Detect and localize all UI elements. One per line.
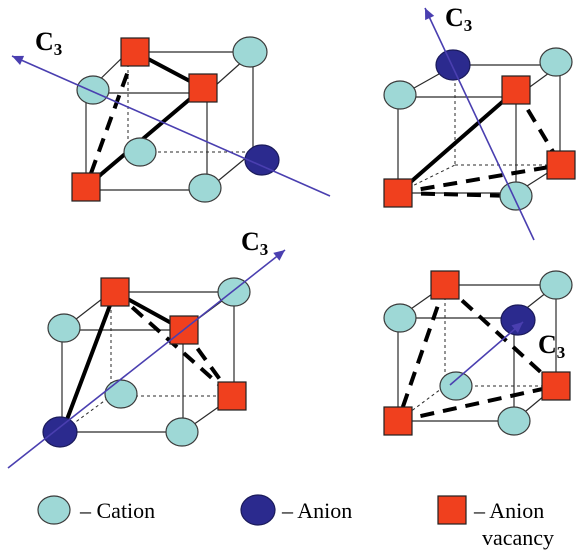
anion-vacancy-site xyxy=(71,172,101,202)
legend-cation-label: – Cation xyxy=(79,498,155,523)
c3-axis-label: C3 xyxy=(241,227,268,259)
cube-panel-3: C3 xyxy=(7,227,286,469)
vacancy-dashed-bond xyxy=(443,283,558,388)
vacancy-solid-bond xyxy=(61,290,117,432)
cube-panel-4: C3 xyxy=(383,270,573,436)
legend-vacancy-label-2: vacancy xyxy=(482,525,554,550)
anion-vacancy-site xyxy=(383,178,413,208)
c3-axis-arrowhead xyxy=(511,322,523,333)
cube-panel-2: C3 xyxy=(383,3,576,241)
vacancy-dashed-bond xyxy=(396,284,447,422)
c3-axis-line xyxy=(7,249,286,469)
anion-vacancy-site xyxy=(546,150,576,180)
vacancy-dashed-bond xyxy=(397,163,562,195)
cube-hidden-edge xyxy=(61,395,112,433)
cation-site xyxy=(383,303,417,333)
c3-axis-arrowhead xyxy=(425,8,435,21)
legend-anion-label: – Anion xyxy=(281,498,352,523)
cation-site xyxy=(123,137,157,167)
cube-hidden-edge xyxy=(397,385,446,422)
cation-site xyxy=(76,75,110,105)
c3-axis-arrowhead xyxy=(12,55,25,66)
cube-panels: C3 C3 C3 C3 xyxy=(7,3,576,469)
c3-axis-label: C3 xyxy=(35,27,62,59)
anion-site xyxy=(435,49,471,81)
anion-vacancy-site xyxy=(120,37,150,67)
cube-panel-1: C3 xyxy=(11,27,331,203)
cation-site xyxy=(104,379,138,409)
vacancy-solid-bond xyxy=(84,86,205,189)
c3-axis-label: C3 xyxy=(538,330,565,362)
c3-axis-arrowhead xyxy=(273,250,285,261)
anion-vacancy-site xyxy=(100,277,130,307)
c3-axis-line xyxy=(11,55,331,197)
anion-vacancy-site xyxy=(188,73,218,103)
cation-site xyxy=(188,173,222,203)
cation-site xyxy=(232,36,268,68)
cation-site xyxy=(47,313,81,343)
cation-site xyxy=(497,406,531,436)
vacancy-dashed-bond xyxy=(397,384,557,423)
legend-vacancy-marker xyxy=(437,495,467,525)
anion-site xyxy=(244,144,280,176)
anion-site xyxy=(42,416,78,448)
cation-site xyxy=(539,47,573,77)
cation-site xyxy=(499,181,533,211)
cation-site xyxy=(217,277,251,307)
anion-site xyxy=(500,304,536,336)
anion-vacancy-site xyxy=(430,270,460,300)
c3-axis-line xyxy=(424,7,535,241)
cube-hidden-edge xyxy=(397,164,456,194)
cation-site xyxy=(439,371,473,401)
anion-vacancy-site xyxy=(501,75,531,105)
c3-axis-line xyxy=(449,321,524,386)
vacancy-dashed-bond xyxy=(397,191,517,198)
anion-vacancy-site xyxy=(383,406,413,436)
vacancy-dashed-bond xyxy=(84,51,137,188)
cation-site xyxy=(539,270,573,300)
vacancy-solid-bond xyxy=(396,88,518,195)
cation-site xyxy=(165,417,199,447)
c3-axis-label: C3 xyxy=(445,3,472,35)
legend-cation-marker xyxy=(37,495,71,525)
cation-site xyxy=(383,80,417,110)
anion-vacancy-site xyxy=(217,381,247,411)
legend-vacancy-label: – Anion xyxy=(473,498,544,523)
legend-anion-marker xyxy=(240,494,276,526)
anion-vacancy-site xyxy=(541,371,571,401)
legend: – Cation – Anion – Anion vacancy xyxy=(37,494,554,550)
